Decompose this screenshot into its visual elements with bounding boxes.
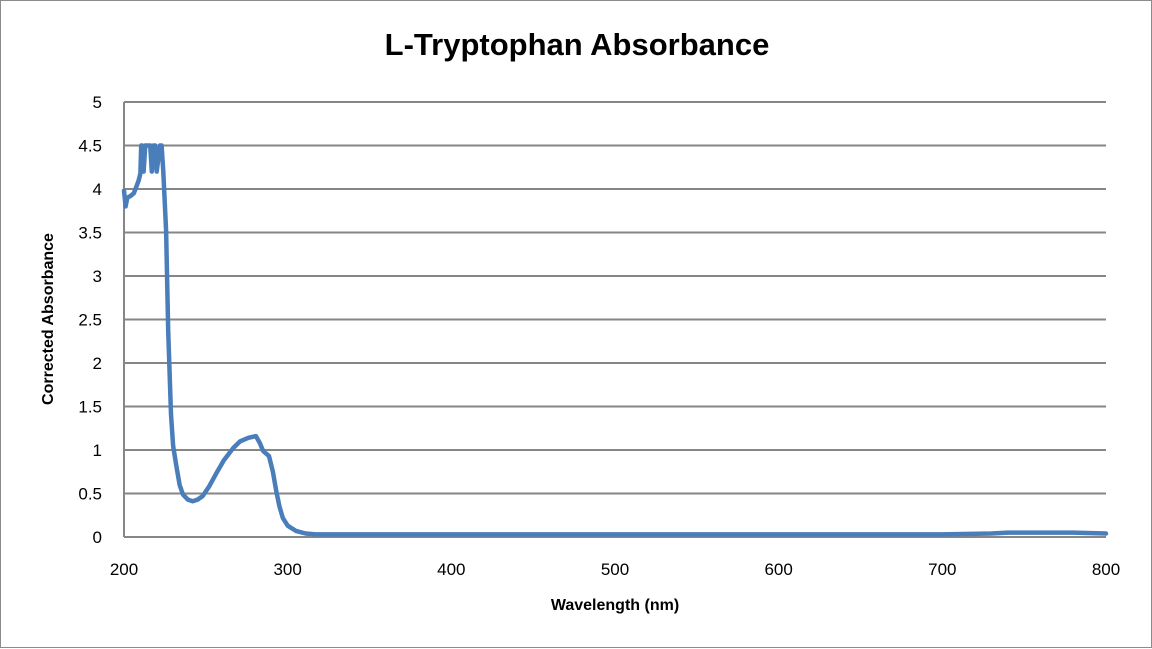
x-tick-label: 500 [601,560,629,579]
y-tick-label: 5 [93,93,102,112]
x-tick-label: 800 [1092,560,1120,579]
x-tick-label: 300 [273,560,301,579]
x-tick-label: 200 [110,560,138,579]
y-tick-label: 0.5 [78,485,102,504]
y-tick-label: 4.5 [78,137,102,156]
x-tick-label: 700 [928,560,956,579]
y-tick-label: 2.5 [78,311,102,330]
y-tick-label: 0 [93,528,102,547]
series-line [121,143,1109,537]
y-tick-label: 3.5 [78,224,102,243]
y-tick-label: 1 [93,441,102,460]
x-tick-label: 600 [764,560,792,579]
y-tick-label: 1.5 [78,398,102,417]
x-tick-label: 400 [437,560,465,579]
y-tick-label: 2 [93,354,102,373]
x-axis-label: Wavelength (nm) [550,597,680,614]
chart-title: L-Tryptophan Absorbance [384,27,770,62]
y-tick-label: 4 [93,180,102,199]
y-tick-label: 3 [93,267,102,286]
